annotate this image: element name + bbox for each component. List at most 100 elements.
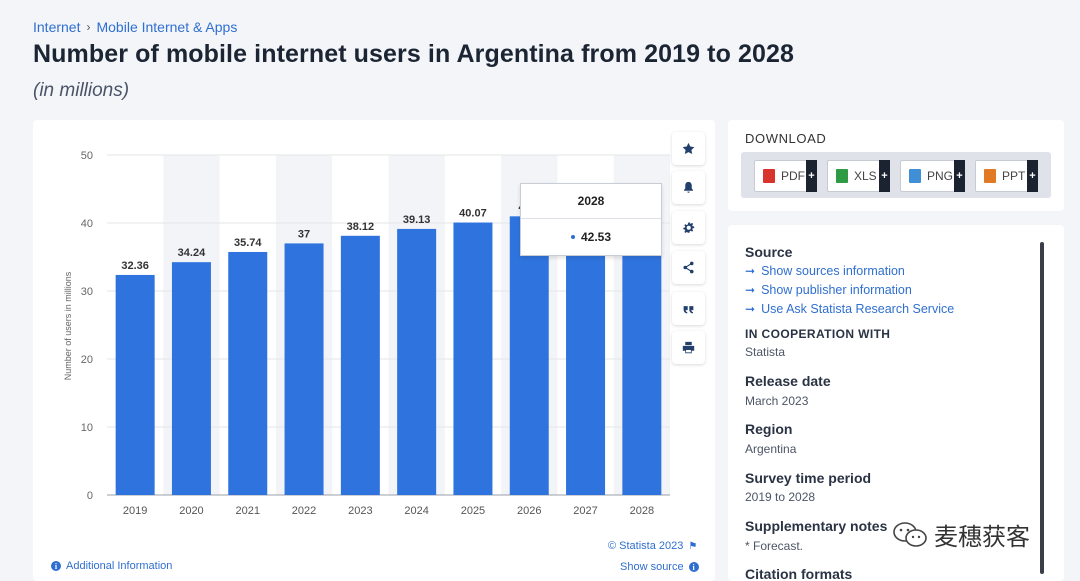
share-icon xyxy=(683,261,694,274)
print-icon xyxy=(682,341,695,354)
data-label: 40.07 xyxy=(459,208,487,220)
y-tick-label: 10 xyxy=(81,422,93,434)
bar xyxy=(397,228,437,495)
additional-info-label: Additional Information xyxy=(66,560,173,572)
region-heading: Region xyxy=(745,421,793,437)
breadcrumb-link-internet[interactable]: Internet xyxy=(33,19,81,35)
print-button[interactable] xyxy=(672,331,705,364)
y-tick-label: 50 xyxy=(81,150,93,162)
favorite-button[interactable] xyxy=(672,132,705,165)
show-source-link[interactable]: Show source i xyxy=(620,561,699,573)
watermark: 麦穗获客 xyxy=(892,517,1030,552)
x-tick-label: 2028 xyxy=(630,505,654,517)
download-png-button[interactable]: PNG + xyxy=(900,160,965,192)
pdf-file-icon xyxy=(763,169,775,183)
x-tick-label: 2020 xyxy=(179,505,203,517)
ask-statista-label: Use Ask Statista Research Service xyxy=(761,302,955,316)
share-button[interactable] xyxy=(672,251,705,284)
bell-icon xyxy=(684,181,693,193)
notification-button[interactable] xyxy=(672,171,705,204)
gear-icon xyxy=(683,221,695,233)
citation-formats-heading: Citation formats xyxy=(745,566,853,581)
tooltip-value: 42.53 xyxy=(580,230,612,244)
x-tick-label: 2027 xyxy=(573,505,597,517)
bar xyxy=(115,274,155,495)
download-png-label: PNG xyxy=(927,169,954,183)
bar xyxy=(340,235,380,495)
download-pdf-button[interactable]: PDF + xyxy=(754,160,817,192)
ppt-file-icon xyxy=(984,169,996,183)
x-tick-label: 2021 xyxy=(236,505,260,517)
data-label: 37 xyxy=(298,228,310,240)
breadcrumb-link-mobile-internet[interactable]: Mobile Internet & Apps xyxy=(96,19,238,35)
tooltip-category: 2028 xyxy=(521,184,661,219)
show-sources-label: Show sources information xyxy=(761,264,905,278)
tooltip-value-row: 42.53 xyxy=(521,219,661,255)
bar-chart: 0 10 20 30 40 50 Number of users in millions 32… xyxy=(63,150,670,517)
source-heading: Source xyxy=(745,244,793,260)
arrow-right-icon: ➞ xyxy=(745,302,756,316)
cooperation-value: Statista xyxy=(745,345,786,359)
plus-icon: + xyxy=(1027,160,1038,192)
cite-button[interactable] xyxy=(672,292,705,325)
ask-statista-link[interactable]: ➞ Use Ask Statista Research Service xyxy=(745,302,954,316)
plus-icon: + xyxy=(954,160,965,192)
page-title: Number of mobile internet users in Argen… xyxy=(33,40,795,68)
download-pdf-label: PDF xyxy=(781,169,805,183)
plus-icon: + xyxy=(806,160,817,192)
arrow-right-icon: ➞ xyxy=(745,283,756,297)
show-sources-link[interactable]: ➞ Show sources information xyxy=(745,264,905,278)
page-subtitle: (in millions) xyxy=(33,80,130,101)
bar xyxy=(566,210,606,495)
watermark-text: 麦穗获客 xyxy=(934,523,1030,551)
arrow-right-icon: ➞ xyxy=(745,264,756,278)
region-value: Argentina xyxy=(745,442,797,456)
survey-period-value: 2019 to 2028 xyxy=(745,490,816,504)
additional-info-link[interactable]: i Additional Information xyxy=(51,560,172,572)
supplementary-notes-heading: Supplementary notes xyxy=(745,518,888,534)
download-title: DOWNLOAD xyxy=(745,131,827,146)
x-tick-label: 2026 xyxy=(517,505,541,517)
y-tick-label: 30 xyxy=(81,286,93,298)
quote-icon xyxy=(683,306,694,314)
copyright-link[interactable]: © Statista 2023 ⚑ xyxy=(608,540,697,552)
copyright-text: © Statista 2023 xyxy=(608,540,684,552)
bar xyxy=(509,216,549,495)
download-bar: PDF + XLS + PNG + PPT + xyxy=(741,152,1051,198)
x-tick-label: 2025 xyxy=(461,505,485,517)
data-label: 32.36 xyxy=(121,260,149,272)
settings-button[interactable] xyxy=(672,211,705,244)
data-label: 35.74 xyxy=(234,237,262,249)
show-publisher-label: Show publisher information xyxy=(761,283,912,297)
download-ppt-button[interactable]: PPT + xyxy=(975,160,1038,192)
download-ppt-label: PPT xyxy=(1002,169,1026,183)
bar xyxy=(453,222,493,496)
survey-period-heading: Survey time period xyxy=(745,470,872,486)
chart-tooltip: 2028 42.53 xyxy=(520,183,662,256)
y-tick-label: 20 xyxy=(81,354,93,366)
data-label: 38.12 xyxy=(347,221,375,233)
xls-file-icon xyxy=(836,169,848,183)
bar xyxy=(171,262,211,495)
breadcrumb: Internet › Mobile Internet & Apps xyxy=(33,19,237,35)
cooperation-heading: IN COOPERATION WITH xyxy=(745,327,891,341)
show-publisher-link[interactable]: ➞ Show publisher information xyxy=(745,283,912,297)
release-date-value: March 2023 xyxy=(745,394,809,408)
release-date-heading: Release date xyxy=(745,373,831,389)
scrollbar[interactable] xyxy=(1040,242,1044,574)
plus-icon: + xyxy=(879,160,890,192)
download-xls-button[interactable]: XLS + xyxy=(827,160,890,192)
x-tick-label: 2019 xyxy=(123,505,147,517)
y-tick-label: 0 xyxy=(87,490,93,502)
data-label: 34.24 xyxy=(178,247,206,259)
png-file-icon xyxy=(909,169,921,183)
y-tick-label: 40 xyxy=(81,218,93,230)
breadcrumb-separator: › xyxy=(86,20,91,34)
supplementary-notes-value: * Forecast. xyxy=(745,539,804,553)
wechat-icon xyxy=(893,521,927,547)
info-icon: i xyxy=(51,561,61,571)
x-tick-label: 2022 xyxy=(292,505,316,517)
statistic-details-card: Source ➞ Show sources information ➞ Show… xyxy=(728,225,1064,581)
download-xls-label: XLS xyxy=(854,169,877,183)
info-icon: i xyxy=(688,562,699,572)
